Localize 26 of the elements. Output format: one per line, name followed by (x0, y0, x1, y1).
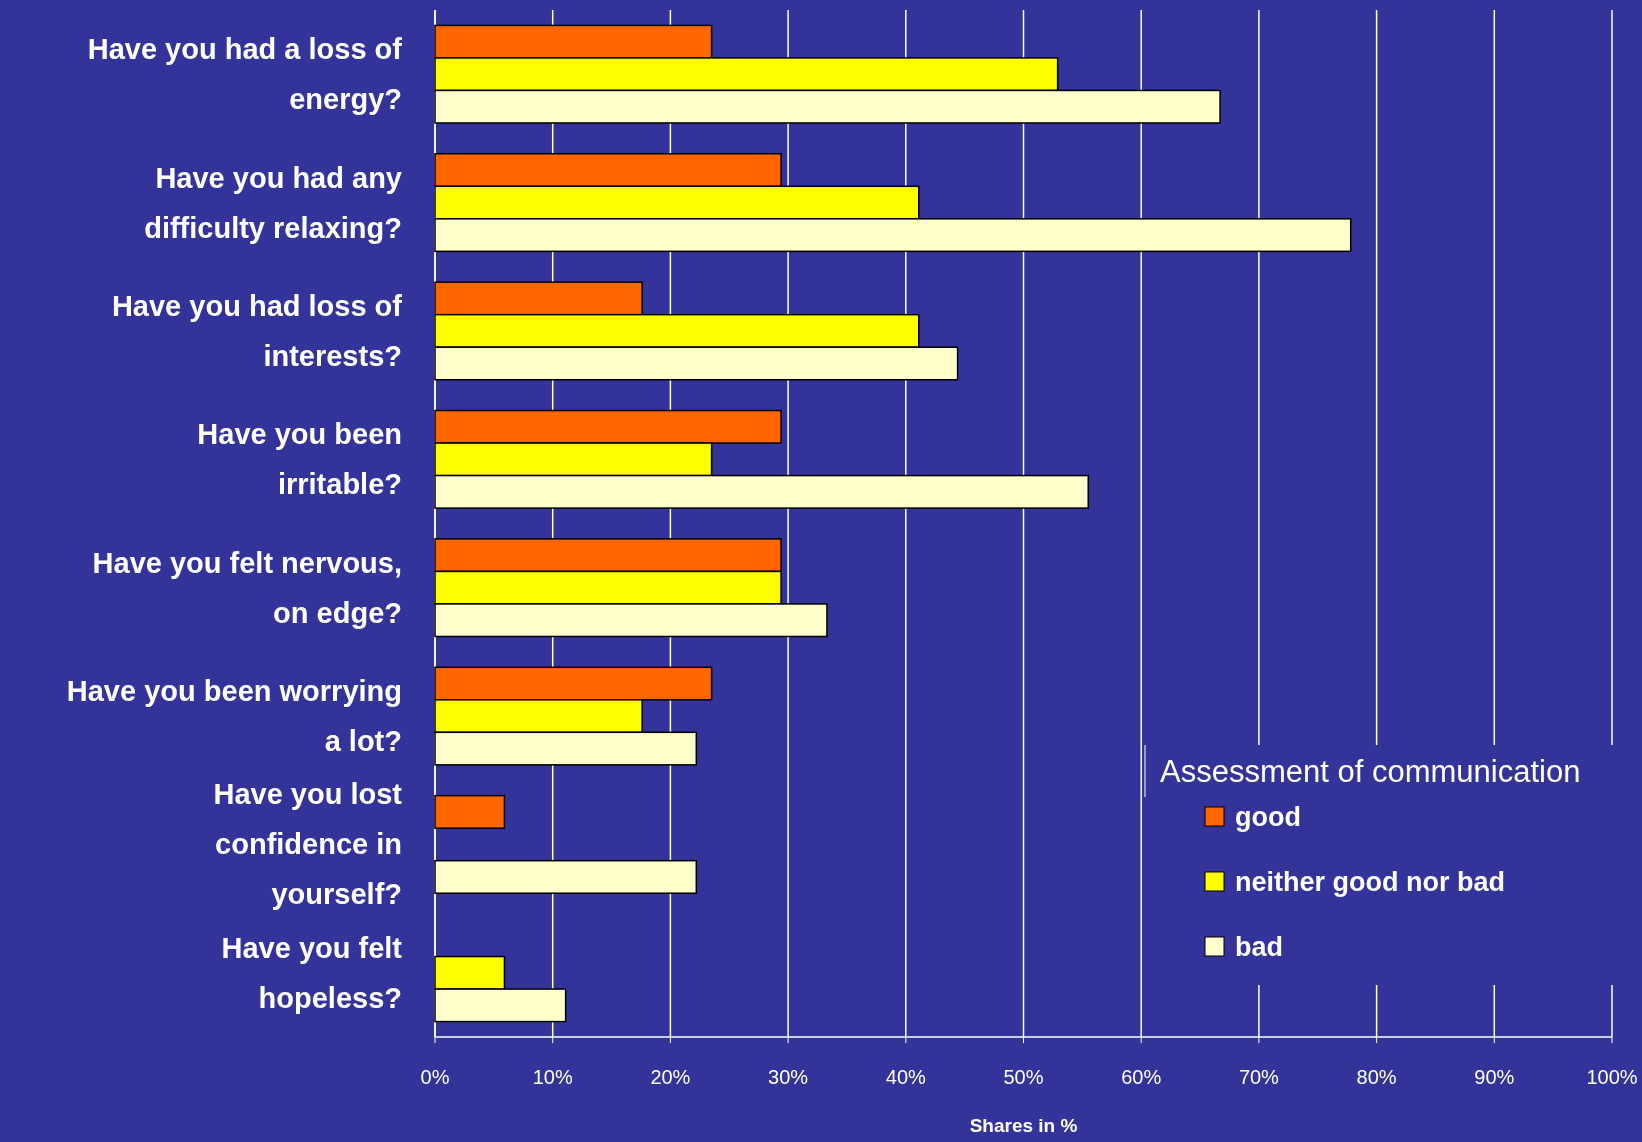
x-tick-label: 0% (420, 1066, 450, 1088)
bar (434, 859, 698, 894)
y-tick-label: Have you been irritable? (197, 418, 402, 501)
bar (434, 794, 506, 829)
y-tick-label: Have you lost confidence in yourself? (213, 778, 403, 911)
y-tick-label: Have you been worrying a lot? (66, 675, 402, 758)
legend-label: bad (1235, 932, 1284, 962)
y-tick-label: Have you had loss of interests? (111, 289, 403, 372)
x-tick-label: 60% (1121, 1066, 1162, 1088)
x-tick-label: 10% (532, 1066, 573, 1088)
x-tick-label: 80% (1356, 1066, 1397, 1088)
legend-label: neither good nor bad (1235, 867, 1505, 897)
x-tick-label: 90% (1474, 1066, 1515, 1088)
x-tick-label: 70% (1238, 1066, 1280, 1088)
legend-title: Assessment of communication (1160, 754, 1581, 789)
y-tick-label: Have you had a loss of energy? (87, 33, 403, 116)
x-tick-label: 30% (768, 1066, 809, 1088)
y-tick-label: Have you had any difficulty relaxing? (144, 161, 402, 244)
x-tick-label: 50% (1003, 1066, 1044, 1088)
x-tick-label: 40% (885, 1066, 927, 1088)
x-axis-title: Shares in % (969, 1115, 1078, 1136)
y-tick-label: Have you felt hopeless? (221, 931, 403, 1014)
x-tick-label: 20% (650, 1066, 691, 1088)
x-tick-label: 100% (1586, 1066, 1638, 1088)
y-tick-label: Have you felt nervous, on edge? (92, 546, 402, 629)
legend-label: good (1235, 802, 1301, 832)
